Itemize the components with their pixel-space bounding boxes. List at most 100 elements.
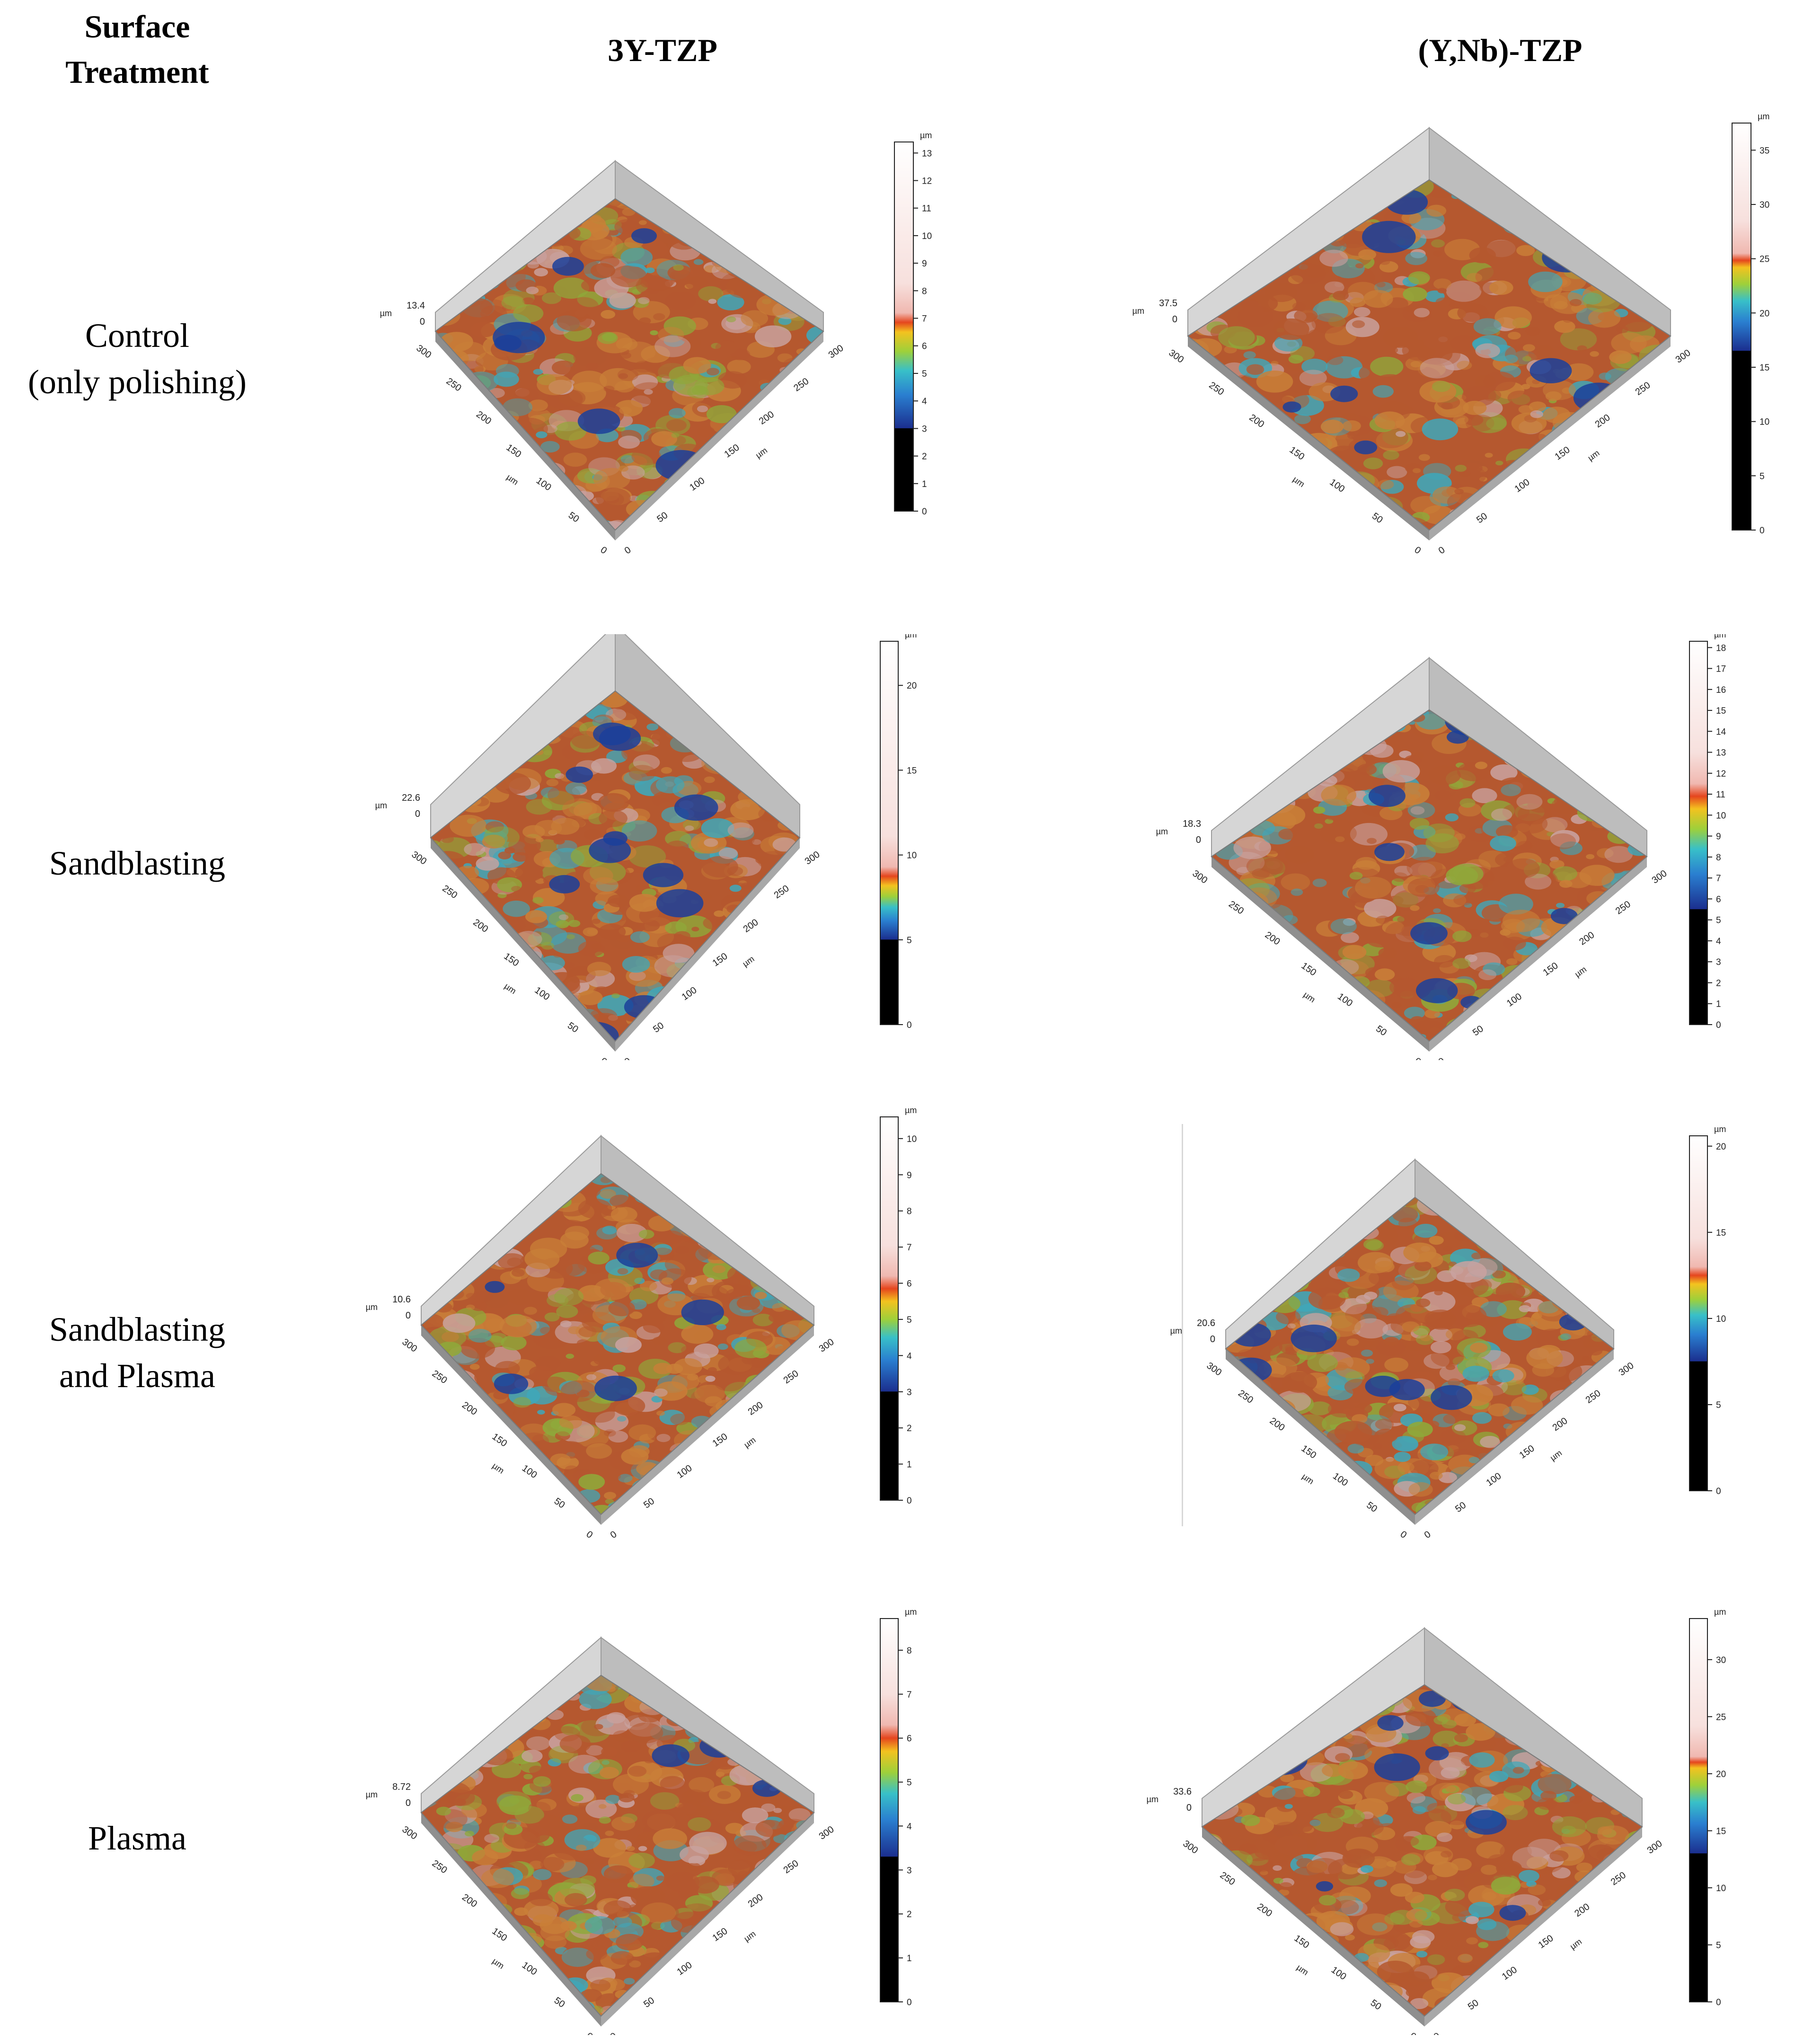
color-scale-tick-label: 15 — [907, 766, 917, 776]
y-tick-label: 250 — [1609, 1870, 1628, 1887]
y-tick-label: 300 — [803, 849, 822, 867]
color-scale-tick-label: 14 — [1716, 727, 1726, 737]
front-wall-left — [421, 1813, 601, 2026]
surface-plot-control-ynb: 37.5 0 µm 0 0 50 50 100 100 150 150 200 200 250 250 300… — [1122, 114, 1784, 568]
color-scale-tick-label: 10 — [907, 1134, 917, 1144]
y-tick-label: 200 — [1577, 930, 1596, 947]
color-scale-tick-label: 5 — [1716, 916, 1721, 926]
row-label-control-line2: (only polishing) — [28, 363, 247, 401]
x-tick-label: 150 — [1299, 1443, 1318, 1461]
y-tick-label: 150 — [711, 1926, 730, 1944]
x-tick-label: 100 — [534, 476, 553, 493]
color-scale-tick-label: 8 — [1716, 853, 1721, 863]
y-unit-label: µm — [1573, 964, 1588, 979]
color-scale-unit: µm — [1758, 114, 1769, 121]
z-unit-label: µm — [366, 1302, 378, 1312]
row-label-sandblasting-plasma-line2: and Plasma — [59, 1357, 215, 1395]
color-scale-tick-label: 3 — [922, 424, 927, 434]
x-tick-label: 250 — [1227, 899, 1246, 917]
surface-top — [1226, 1197, 1614, 1514]
color-scale-tick-label: 16 — [1716, 685, 1726, 695]
surface-texture — [1202, 1685, 1642, 2016]
y-tick-label: 150 — [1518, 1443, 1537, 1461]
y-tick-label: 50 — [1466, 1998, 1481, 2012]
y-tick-label: 0 — [609, 2031, 619, 2035]
color-scale-unit: µm — [905, 634, 917, 639]
color-scale-tick-label: 1 — [1716, 1000, 1721, 1009]
surface-plot-sandblasting-ynb: 18.30µm005050100100150150200200250250300… — [1122, 634, 1784, 1060]
color-scale-tick-label: 20 — [1760, 309, 1769, 319]
y-tick-label: 300 — [827, 343, 846, 361]
header-surface-line2: Treatment — [65, 54, 209, 90]
color-scale-tick-label: 0 — [922, 507, 927, 517]
y-tick-label: 250 — [1614, 899, 1633, 917]
z-max-label: 20.6 — [1197, 1318, 1215, 1328]
y-tick-label: 100 — [1505, 991, 1524, 1009]
x-tick-label: 100 — [1331, 1471, 1350, 1488]
surface-plot-svg: 8.720µm005050100100150150200200250250300… — [366, 1609, 917, 2035]
color-scale-tick-label: 9 — [1716, 832, 1721, 842]
x-unit-label: µm — [505, 472, 520, 487]
color-scale-tick-label: 5 — [1716, 1941, 1721, 1951]
x-tick-label: 200 — [471, 917, 490, 935]
x-tick-label: 0 — [599, 1056, 609, 1060]
y-tick-label: 50 — [642, 1995, 656, 2010]
y-tick-label: 250 — [1584, 1388, 1603, 1406]
y-tick-label: 250 — [792, 376, 811, 394]
x-unit-label: µm — [503, 981, 518, 996]
x-tick-label: 100 — [1329, 1964, 1348, 1982]
y-tick-label: 200 — [746, 1400, 765, 1417]
color-scale-unit: µm — [905, 1609, 917, 1617]
color-scale-tick-label: 9 — [922, 259, 927, 269]
x-unit-label: µm — [1291, 474, 1306, 489]
z-zero-label: 0 — [406, 1310, 411, 1321]
z-max-label: 13.4 — [407, 301, 425, 311]
x-tick-label: 150 — [502, 951, 521, 969]
header-surface-treatment: Surface Treatment — [28, 4, 246, 95]
color-scale-bar — [1732, 123, 1751, 531]
color-scale-tick-label: 8 — [907, 1207, 912, 1217]
color-scale-tick-label: 0 — [1716, 1487, 1721, 1496]
x-tick-label: 300 — [400, 1337, 419, 1354]
row-label-control: Control (only polishing) — [0, 312, 274, 405]
x-tick-label: 0 — [584, 1529, 595, 1540]
surface-plot-svg: 33.60µm005050100100150150200200250250300… — [1147, 1609, 1726, 2035]
color-scale-bar — [880, 1116, 899, 1501]
x-tick-label: 300 — [409, 849, 428, 867]
header-3y-tzp: 3Y-TZP — [608, 32, 717, 68]
x-tick-label: 150 — [490, 1432, 509, 1449]
color-scale-tick-label: 20 — [1716, 1770, 1726, 1779]
color-scale-tick-label: 7 — [907, 1690, 912, 1700]
color-scale-unit: µm — [1714, 1126, 1726, 1134]
x-tick-label: 100 — [520, 1960, 539, 1977]
color-scale-tick-label: 5 — [907, 1315, 912, 1325]
color-scale-tick-label: 10 — [907, 851, 917, 861]
color-scale-tick-label: 10 — [1716, 811, 1726, 821]
color-scale-unit: µm — [1714, 634, 1726, 639]
color-scale-tick-label: 3 — [1716, 957, 1721, 967]
y-tick-label: 150 — [1537, 1933, 1556, 1951]
x-tick-label: 100 — [1335, 991, 1354, 1009]
color-scale-tick-label: 0 — [1716, 1998, 1721, 2008]
x-unit-label: µm — [1302, 990, 1317, 1004]
z-unit-label: µm — [375, 801, 387, 810]
color-scale-tick-label: 12 — [922, 177, 932, 186]
color-scale-tick-label: 2 — [907, 1424, 912, 1433]
x-tick-label: 250 — [430, 1368, 449, 1386]
y-tick-label: 300 — [1617, 1361, 1636, 1378]
color-scale-tick-label: 15 — [1716, 1826, 1726, 1836]
z-unit-label: µm — [366, 1790, 378, 1799]
y-tick-label: 150 — [1541, 961, 1560, 978]
z-max-label: 22.6 — [402, 793, 420, 803]
x-tick-label: 100 — [1327, 477, 1346, 495]
surface-plot-sandplasma-ynb: 20.6 0 µm 0 0 50 50 100 100 150 150 200 200 250 250 300… — [1122, 1126, 1784, 1543]
front-wall-right — [615, 331, 823, 540]
y-tick-label: 100 — [1485, 1471, 1503, 1488]
color-scale-tick-label: 7 — [1716, 874, 1721, 884]
x-unit-label: µm — [1300, 1471, 1316, 1486]
front-wall-left — [431, 838, 615, 1052]
z-max-label: 10.6 — [392, 1294, 411, 1305]
x-tick-label: 300 — [1190, 868, 1209, 886]
